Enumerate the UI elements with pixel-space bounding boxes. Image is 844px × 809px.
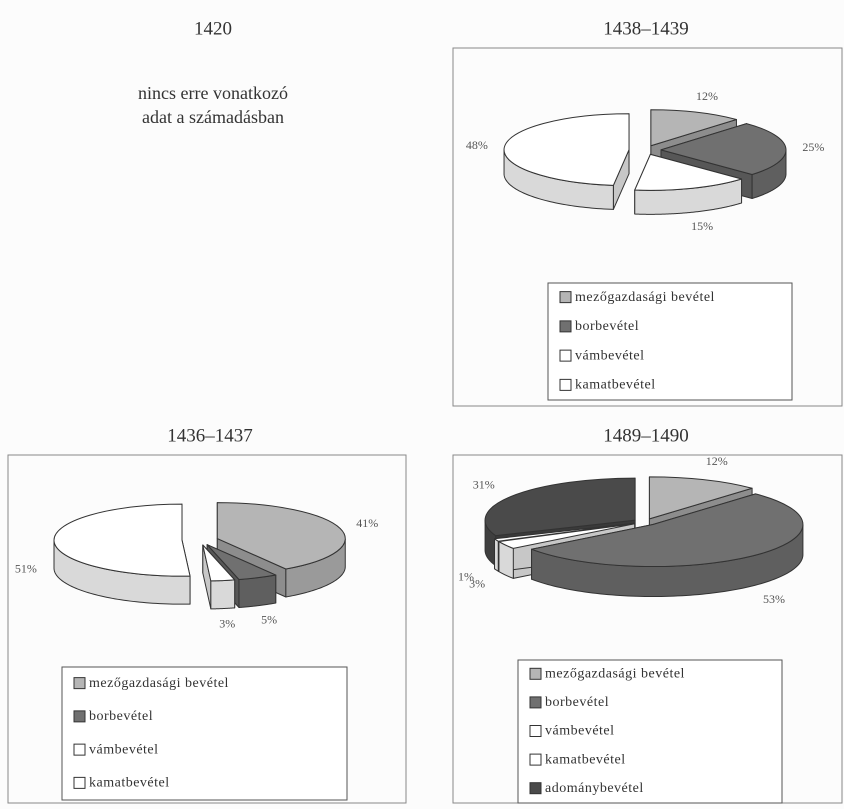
legend-label: vámbevétel bbox=[89, 742, 159, 757]
slice-top bbox=[206, 544, 277, 581]
slice bbox=[53, 503, 191, 605]
data-label: 15% bbox=[691, 219, 713, 233]
legend-swatch bbox=[559, 349, 572, 362]
slice-top bbox=[202, 544, 236, 582]
legend-label: adománybevétel bbox=[545, 781, 644, 796]
slice-top bbox=[53, 503, 191, 577]
slice-top bbox=[660, 123, 787, 175]
data-label: 3% bbox=[469, 576, 485, 590]
panel-frame bbox=[452, 47, 843, 407]
legend-label: borbevétel bbox=[545, 695, 609, 710]
slice bbox=[202, 544, 236, 610]
legend-label: borbevétel bbox=[89, 709, 153, 724]
legend-label: kamatbevétel bbox=[545, 752, 626, 767]
legend-label: kamatbevétel bbox=[575, 378, 656, 393]
data-label: 3% bbox=[219, 616, 235, 630]
slice-top bbox=[650, 109, 737, 147]
legend-swatch bbox=[73, 776, 86, 789]
data-label: 41% bbox=[356, 516, 378, 530]
chart-title: 1438–1439 bbox=[603, 18, 689, 39]
legend-swatch bbox=[559, 378, 572, 391]
data-label: 1% bbox=[458, 569, 474, 583]
legend-box bbox=[61, 666, 348, 801]
legend-label: mezőgazdasági bevétel bbox=[575, 290, 715, 305]
legend-box bbox=[547, 282, 793, 401]
legend-swatch bbox=[529, 667, 542, 680]
legend-swatch bbox=[73, 677, 86, 690]
legend-swatch bbox=[73, 710, 86, 723]
slice bbox=[634, 153, 743, 215]
data-label: 12% bbox=[706, 454, 728, 468]
note-text: nincs erre vonatkozó bbox=[138, 83, 288, 103]
slice bbox=[503, 113, 630, 210]
slice-top bbox=[503, 113, 630, 186]
legend-label: vámbevétel bbox=[575, 348, 645, 363]
legend-box bbox=[517, 659, 783, 804]
slice-side bbox=[210, 579, 236, 610]
data-label: 31% bbox=[473, 478, 495, 492]
slice-top bbox=[494, 522, 635, 542]
slice-side bbox=[238, 574, 277, 609]
slice-top bbox=[648, 476, 753, 520]
chart-title: 1436–1437 bbox=[167, 425, 253, 446]
slice-top bbox=[498, 523, 636, 549]
note-text: adat a számadásban bbox=[142, 107, 284, 127]
chart-title: 1420 bbox=[194, 18, 232, 39]
panel-frame bbox=[7, 454, 407, 804]
legend-swatch bbox=[73, 743, 86, 756]
legend-swatch bbox=[559, 320, 572, 333]
legend-label: mezőgazdasági bevétel bbox=[89, 676, 229, 691]
legend-swatch bbox=[529, 782, 542, 795]
legend-swatch bbox=[529, 725, 542, 737]
data-label: 53% bbox=[763, 592, 785, 606]
legend-label: mezőgazdasági bevétel bbox=[545, 667, 685, 682]
slice-top bbox=[531, 493, 804, 568]
data-label: 25% bbox=[802, 140, 824, 154]
chart-title: 1489–1490 bbox=[603, 425, 689, 446]
legend-swatch bbox=[529, 753, 542, 766]
data-label: 48% bbox=[466, 138, 488, 152]
slice-top bbox=[634, 153, 743, 191]
legend-swatch bbox=[529, 696, 542, 709]
data-label: 12% bbox=[696, 89, 718, 103]
slice-top bbox=[216, 502, 346, 570]
slice bbox=[531, 493, 804, 598]
data-label: 51% bbox=[15, 562, 37, 576]
legend-label: borbevétel bbox=[575, 319, 639, 334]
slice-side bbox=[494, 538, 499, 572]
legend-label: vámbevétel bbox=[545, 724, 615, 739]
legend-swatch bbox=[559, 291, 572, 304]
legend-label: kamatbevétel bbox=[89, 776, 170, 791]
slice-top bbox=[484, 477, 636, 537]
data-label: 5% bbox=[261, 612, 277, 626]
